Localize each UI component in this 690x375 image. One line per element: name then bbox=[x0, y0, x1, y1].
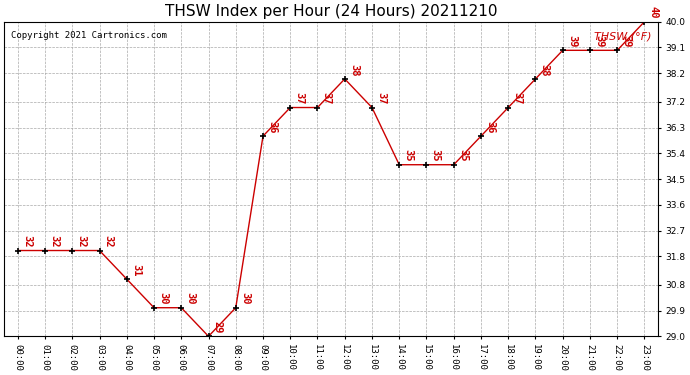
Text: 35: 35 bbox=[431, 150, 441, 162]
Text: THSW (°F): THSW (°F) bbox=[594, 31, 651, 41]
Text: 32: 32 bbox=[77, 235, 86, 248]
Text: 32: 32 bbox=[104, 235, 114, 248]
Text: 37: 37 bbox=[376, 92, 386, 105]
Text: 36: 36 bbox=[485, 121, 495, 134]
Text: 38: 38 bbox=[349, 64, 359, 76]
Text: 30: 30 bbox=[240, 292, 250, 305]
Text: 39: 39 bbox=[567, 35, 577, 48]
Text: 40: 40 bbox=[649, 6, 659, 19]
Text: 37: 37 bbox=[295, 92, 304, 105]
Text: 32: 32 bbox=[49, 235, 59, 248]
Text: 30: 30 bbox=[158, 292, 168, 305]
Text: 31: 31 bbox=[131, 264, 141, 276]
Text: 29: 29 bbox=[213, 321, 223, 333]
Text: 39: 39 bbox=[594, 35, 604, 48]
Text: 35: 35 bbox=[458, 150, 468, 162]
Title: THSW Index per Hour (24 Hours) 20211210: THSW Index per Hour (24 Hours) 20211210 bbox=[165, 4, 497, 19]
Text: 30: 30 bbox=[186, 292, 195, 305]
Text: 36: 36 bbox=[267, 121, 277, 134]
Text: 37: 37 bbox=[513, 92, 522, 105]
Text: 35: 35 bbox=[404, 150, 413, 162]
Text: 32: 32 bbox=[22, 235, 32, 248]
Text: 38: 38 bbox=[540, 64, 550, 76]
Text: 37: 37 bbox=[322, 92, 332, 105]
Text: 39: 39 bbox=[622, 35, 631, 48]
Text: Copyright 2021 Cartronics.com: Copyright 2021 Cartronics.com bbox=[11, 31, 166, 40]
